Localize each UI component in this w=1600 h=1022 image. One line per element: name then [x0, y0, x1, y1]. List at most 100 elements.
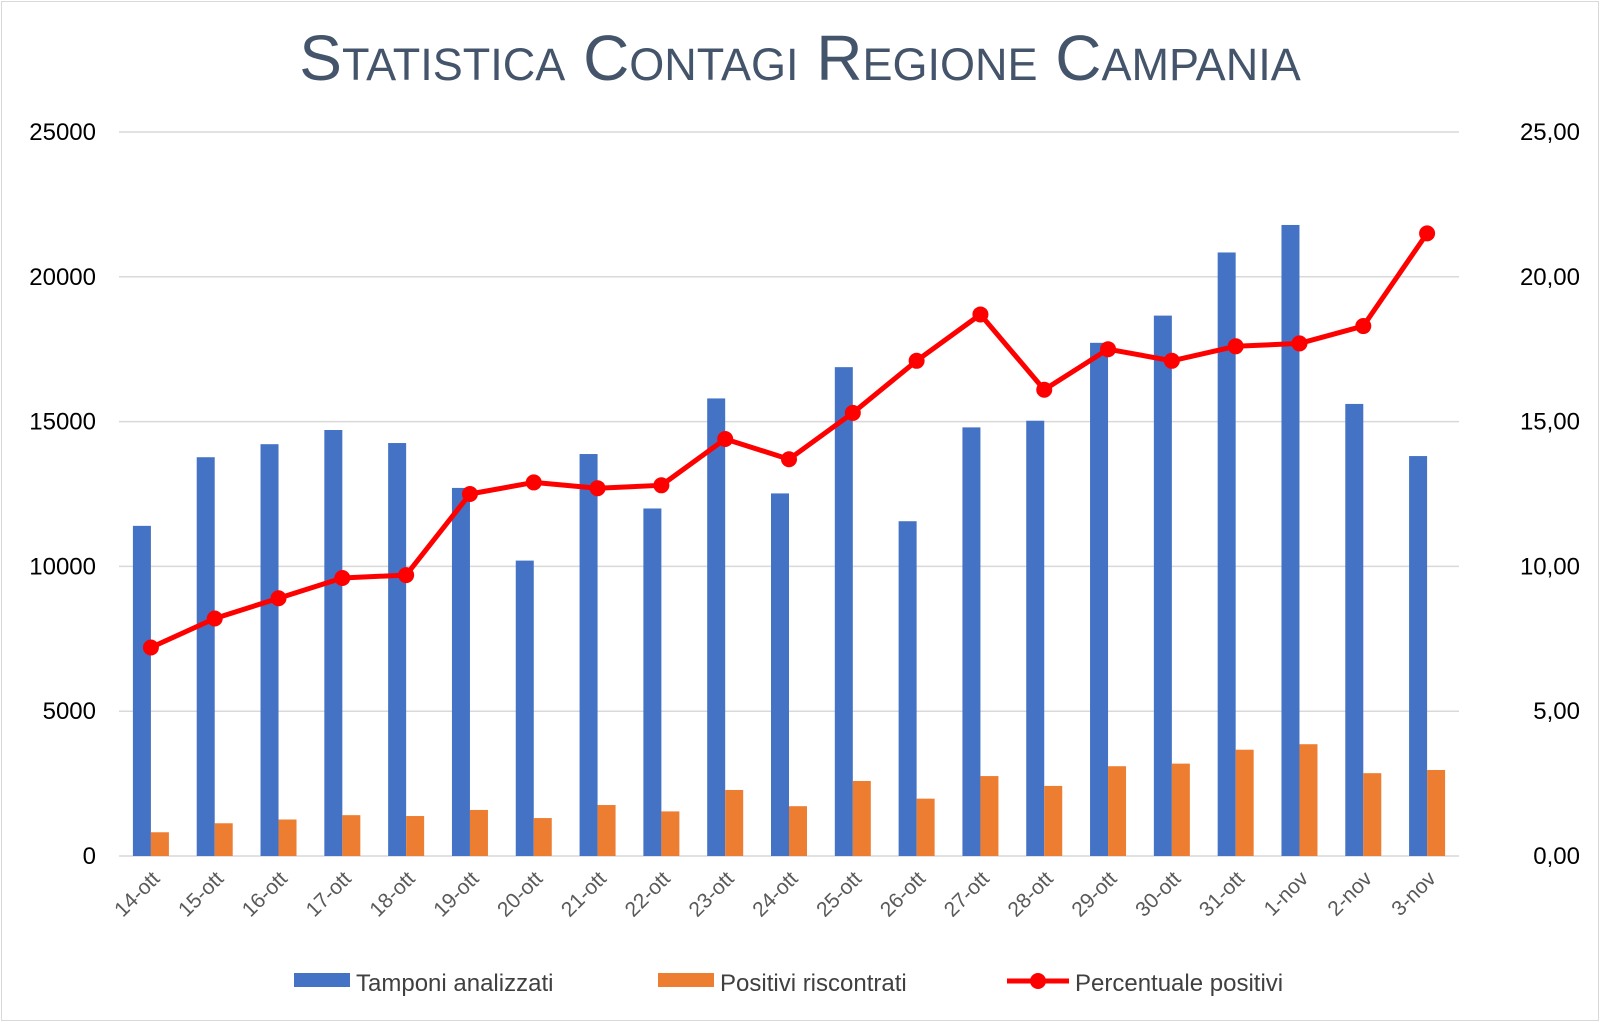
bar-tamponi [707, 398, 726, 856]
bar-positivi [1171, 763, 1190, 856]
bar-tamponi [1281, 224, 1300, 856]
bar-positivi [725, 789, 744, 856]
x-tick-label: 31-ott [1195, 867, 1249, 921]
x-tick-label: 23-ott [684, 867, 738, 921]
legend-label: Percentuale positivi [1075, 970, 1283, 997]
legend-swatch [294, 973, 350, 987]
right-axis-ticks: 0,00 5,00 10,00 15,00 20,00 25,00 [1520, 119, 1580, 870]
left-tick-label: 10000 [29, 553, 96, 580]
bar-positivi [214, 823, 233, 856]
bar-positivi [150, 832, 169, 856]
bar-tamponi [260, 444, 279, 856]
bar-positivi [1235, 749, 1254, 856]
right-tick-label: 20,00 [1520, 264, 1580, 291]
left-tick-label: 0 [83, 843, 96, 870]
bar-positivi [661, 811, 680, 856]
percentuale-point [1291, 335, 1308, 352]
percentuale-point [653, 477, 670, 494]
percentuale-point [334, 569, 351, 586]
bar-tamponi [1090, 342, 1109, 856]
bar-tamponi [771, 493, 789, 856]
right-tick-label: 0,00 [1533, 843, 1580, 870]
x-tick-label: 30-ott [1131, 867, 1185, 921]
left-axis-ticks: 0 5000 10000 15000 20000 25000 [29, 119, 96, 870]
percentuale-point [270, 590, 287, 607]
bar-tamponi [898, 521, 917, 856]
bar-positivi [406, 816, 425, 856]
percentuale-point [908, 352, 925, 369]
x-tick-label: 26-ott [876, 867, 930, 921]
bar-tamponi [579, 454, 598, 856]
bar-tamponi [834, 367, 853, 856]
x-tick-label: 3-nov [1387, 867, 1441, 921]
percentuale-point [781, 451, 797, 468]
percentuale-point [589, 480, 606, 497]
percentuale-point [398, 567, 415, 584]
x-tick-label: 28-ott [1004, 867, 1058, 921]
bar-tamponi [324, 429, 343, 856]
legend-marker [1030, 973, 1046, 989]
x-tick-label: 16-ott [238, 867, 292, 921]
x-tick-label: 18-ott [365, 867, 419, 921]
bar-tamponi [1409, 456, 1428, 856]
x-axis-ticks: 14-ott 15-ott 16-ott 17-ott 18-ott 19-ott 20-o… [110, 867, 1441, 922]
bar-tamponi [1026, 420, 1045, 856]
percentuale-point [1227, 338, 1244, 355]
bar-positivi [789, 806, 807, 856]
legend-label: Tamponi analizzati [356, 970, 553, 997]
bar-tamponi [515, 560, 534, 856]
right-tick-label: 15,00 [1520, 409, 1580, 436]
right-tick-label: 25,00 [1520, 119, 1580, 146]
left-tick-label: 15000 [29, 409, 96, 436]
bar-series [132, 224, 1446, 856]
left-tick-label: 20000 [29, 264, 96, 291]
bar-positivi [278, 819, 297, 856]
bar-positivi [916, 798, 935, 856]
x-tick-label: 14-ott [110, 867, 164, 921]
bar-positivi [1363, 773, 1382, 856]
x-tick-label: 25-ott [812, 867, 866, 921]
x-tick-label: 15-ott [174, 867, 228, 921]
percentuale-point [142, 639, 159, 656]
percentuale-point [461, 486, 478, 502]
x-tick-label: 29-ott [1067, 867, 1121, 921]
bar-positivi [597, 805, 616, 856]
bar-tamponi [388, 443, 407, 856]
bar-tamponi [1153, 315, 1172, 856]
bar-positivi [1108, 766, 1127, 856]
x-tick-label: 27-ott [940, 867, 994, 921]
percentuale-point [717, 430, 734, 447]
legend-label: Positivi riscontrati [720, 970, 907, 997]
left-tick-label: 25000 [29, 119, 96, 146]
percentuale-point [1100, 341, 1117, 358]
x-tick-label: 20-ott [493, 867, 547, 921]
bar-positivi [469, 809, 488, 856]
x-tick-label: 2-nov [1323, 867, 1377, 921]
chart-title: Statistica Contagi Regione Campania [299, 22, 1300, 94]
percentuale-point [1036, 381, 1053, 398]
percentuale-point [525, 474, 542, 491]
x-tick-label: 19-ott [429, 867, 483, 921]
bar-tamponi [132, 525, 151, 856]
bar-tamponi [643, 508, 662, 856]
bar-positivi [533, 818, 552, 856]
x-tick-label: 1-nov [1260, 867, 1314, 921]
bar-tamponi [1217, 252, 1236, 856]
bar-positivi [1427, 769, 1446, 856]
legend-swatch [658, 973, 714, 987]
percentuale-point [1163, 352, 1180, 369]
right-tick-label: 10,00 [1520, 553, 1580, 580]
x-tick-label: 17-ott [302, 867, 356, 921]
percentuale-point [1355, 318, 1372, 335]
percentuale-point [844, 404, 861, 421]
x-tick-label: 24-ott [748, 867, 802, 921]
bar-tamponi [962, 427, 981, 856]
bar-positivi [852, 780, 871, 856]
bar-positivi [980, 776, 999, 856]
x-tick-label: 21-ott [557, 867, 611, 921]
bar-positivi [1299, 744, 1318, 856]
percentuale-point [206, 610, 223, 627]
percentuale-point [972, 306, 989, 323]
percentuale-point [1419, 225, 1436, 242]
bar-positivi [342, 815, 361, 856]
